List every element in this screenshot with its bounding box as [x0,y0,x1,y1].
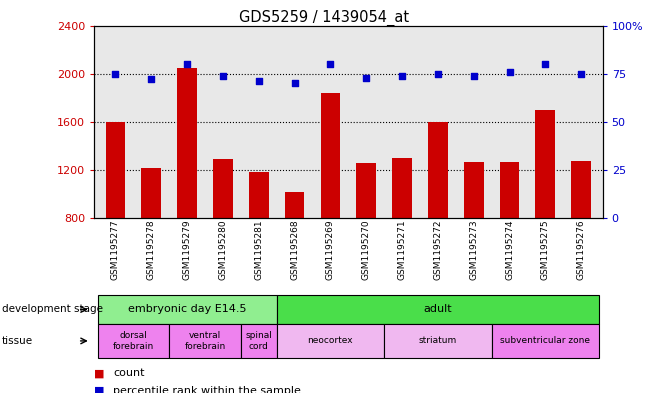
Bar [535,110,555,218]
Bar [392,158,412,218]
Point [182,61,192,67]
Bar [249,172,268,218]
Text: dorsal
forebrain: dorsal forebrain [113,331,154,351]
Text: spinal
cord: spinal cord [246,331,272,351]
Text: ventral
forebrain: ventral forebrain [185,331,226,351]
Point [504,69,515,75]
Point [325,61,336,67]
Text: neocortex: neocortex [308,336,353,345]
Text: percentile rank within the sample: percentile rank within the sample [113,386,301,393]
Bar [213,159,233,218]
Bar [284,192,305,218]
Text: GDS5259 / 1439054_at: GDS5259 / 1439054_at [239,10,409,26]
Text: development stage: development stage [2,305,103,314]
Text: subventricular zone: subventricular zone [500,336,590,345]
Point [290,80,300,86]
Text: adult: adult [424,305,452,314]
Text: count: count [113,368,145,378]
Point [146,76,156,83]
Bar [321,93,340,218]
Text: embryonic day E14.5: embryonic day E14.5 [128,305,246,314]
Bar [356,163,376,218]
Bar [572,161,591,218]
Point [433,70,443,77]
Point [253,78,264,84]
Point [110,70,121,77]
Text: tissue: tissue [2,336,33,346]
Point [576,70,586,77]
Bar [141,167,161,218]
Bar [106,122,125,218]
Bar [500,162,519,218]
Point [397,72,407,79]
Point [469,72,479,79]
Point [218,72,228,79]
Bar [464,162,483,218]
Text: striatum: striatum [419,336,457,345]
Bar [428,122,448,218]
Bar [178,68,197,218]
Point [540,61,551,67]
Point [361,74,371,81]
Text: ■: ■ [94,368,104,378]
Text: ■: ■ [94,386,104,393]
